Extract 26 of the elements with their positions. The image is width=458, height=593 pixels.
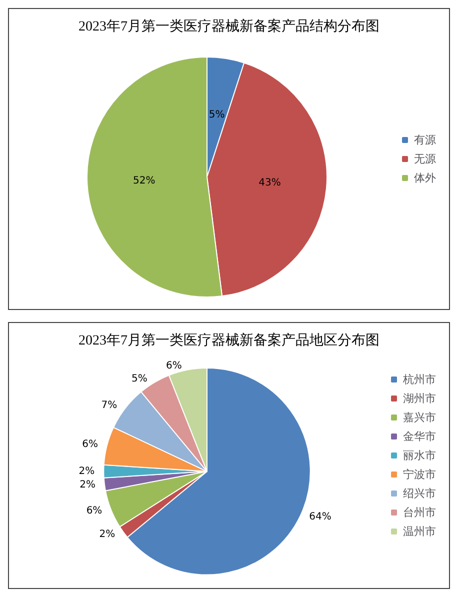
data-label: 2% — [80, 479, 96, 490]
chart-title: 2023年7月第一类医疗器械新备案产品地区分布图 — [78, 332, 380, 348]
legend-label: 杭州市 — [402, 373, 436, 386]
legend-label: 金华市 — [403, 430, 436, 443]
data-label: 6% — [82, 439, 98, 450]
data-label: 43% — [258, 177, 281, 188]
data-label: 7% — [101, 400, 118, 412]
data-label: 2% — [78, 466, 95, 477]
legend-label: 丽水市 — [403, 449, 436, 462]
data-label: 5% — [131, 374, 148, 384]
data-label: 64% — [309, 512, 332, 523]
legend-label: 宁波市 — [403, 468, 436, 481]
legend-label: 温州市 — [403, 525, 436, 538]
legend-label: 绍兴市 — [403, 487, 436, 500]
legend-label: 湖州市 — [403, 392, 436, 405]
legend-label: 台州市 — [403, 506, 436, 519]
legend-label: 嘉兴市 — [403, 411, 436, 424]
data-label: 6% — [166, 360, 182, 372]
data-label: 2% — [99, 529, 116, 540]
legend-label: 体外 — [414, 172, 436, 184]
data-label: 6% — [86, 505, 102, 516]
data-label: 52% — [133, 175, 156, 186]
legend-label: 无源 — [414, 152, 436, 166]
chart-title: 2023年7月第一类医疗器械新备案产品结构分布图 — [78, 18, 380, 34]
data-label: 5% — [208, 109, 225, 120]
legend-label: 有源 — [414, 134, 436, 146]
